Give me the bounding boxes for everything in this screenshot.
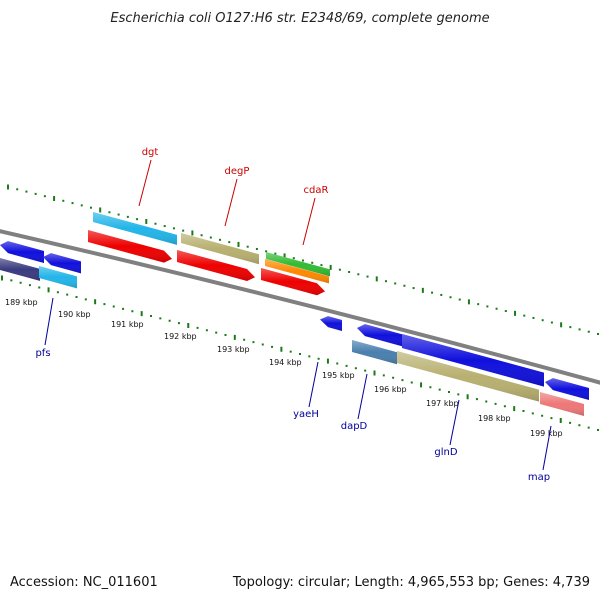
gene-leader-line: [224, 178, 238, 227]
gene-label-bottom: map: [528, 472, 550, 483]
inner-tick-ring: [1, 275, 599, 431]
scale-label: 194 kbp: [269, 358, 302, 367]
outer-tick-ring: [7, 184, 599, 335]
feature-map-salmon-shine: [540, 392, 584, 416]
scale-label: 196 kbp: [374, 385, 407, 394]
feature-blue-glnd-shine: [402, 334, 544, 387]
gene-leader-line: [302, 197, 316, 246]
accession-text: Accession: NC_011601: [10, 575, 158, 590]
feature-dapd-steel-shine: [352, 340, 397, 365]
scale-label: 189 kbp: [5, 298, 38, 307]
gene-leader-line: [308, 361, 319, 408]
scale-label: 190 kbp: [58, 310, 91, 319]
scale-labels: 189 kbp 190 kbp 191 kbp 192 kbp 193 kbp 194 k…: [5, 298, 563, 438]
gene-leader-line: [357, 373, 368, 420]
feature-glnd-khaki-shine: [397, 351, 539, 402]
gene-labels: dgt degP cdaR pfs yaeH dapD glnD map: [35, 147, 552, 483]
scale-label: 199 kbp: [530, 429, 563, 438]
feature-degp-red-shine: [177, 250, 255, 282]
scale-label: 192 kbp: [164, 332, 197, 341]
feature-cdar-red-shine: [261, 268, 325, 296]
gene-label-top: cdaR: [304, 185, 329, 196]
gene-label-bottom: pfs: [35, 348, 50, 359]
gene-label-top: degP: [225, 166, 250, 177]
feature-yaeh-shine: [320, 316, 342, 331]
genome-title: Escherichia coli O127:H6 str. E2348/69, …: [110, 11, 489, 26]
scale-label: 198 kbp: [478, 414, 511, 423]
feature-cdar-orange-shine: [265, 259, 329, 284]
feature-pfs-cyan-shine: [39, 266, 77, 289]
gene-label-top: dgt: [142, 147, 159, 158]
gene-leader-line: [138, 159, 152, 207]
feature-cdar-green-shine: [266, 252, 330, 277]
feature-blue-dapd-shine: [357, 324, 402, 347]
scale-label: 197 kbp: [426, 399, 459, 408]
scale-label: 193 kbp: [217, 345, 250, 354]
gene-label-bottom: dapD: [341, 421, 368, 432]
gene-leader-line: [542, 425, 552, 471]
scale-label: 191 kbp: [111, 320, 144, 329]
scale-label: 195 kbp: [322, 371, 355, 380]
feature-blue-left-2-shine: [43, 253, 81, 274]
gene-label-bottom: glnD: [434, 447, 457, 458]
feature-purple-shine: [0, 258, 40, 281]
feature-dgt-red-shine: [88, 230, 172, 263]
feature-dgt-cyan-shine: [93, 212, 177, 245]
feature-blue-left-1-shine: [0, 241, 44, 263]
gene-label-bottom: yaeH: [293, 409, 319, 420]
feature-tracks: [0, 212, 589, 416]
feature-degp-khaki-shine: [181, 233, 259, 265]
backbone: [0, 229, 600, 385]
gene-leader-line: [449, 399, 460, 446]
feature-blue-map-shine: [545, 378, 589, 400]
genome-summary-text: Topology: circular; Length: 4,965,553 bp…: [232, 575, 590, 590]
gene-leader-line: [44, 297, 54, 346]
